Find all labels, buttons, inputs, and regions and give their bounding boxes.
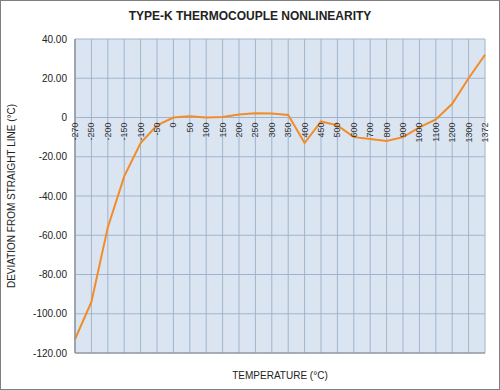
svg-text:DEVIATION FROM STRAIGHT LINE (: DEVIATION FROM STRAIGHT LINE (°C) xyxy=(8,104,17,288)
svg-text:-120.00: -120.00 xyxy=(33,348,67,359)
svg-text:-50: -50 xyxy=(152,123,162,136)
svg-text:150: 150 xyxy=(218,123,228,138)
svg-text:100: 100 xyxy=(201,123,211,138)
svg-text:TEMPERATURE (°C): TEMPERATURE (°C) xyxy=(232,370,327,381)
svg-text:-80.00: -80.00 xyxy=(39,269,68,280)
html-text:TYPE-K THERMOCOUPLE NONLINEARI: TYPE-K THERMOCOUPLE NONLINEARITY xyxy=(128,9,372,23)
svg-text:1100: 1100 xyxy=(431,123,441,142)
svg-text:-60.00: -60.00 xyxy=(39,230,68,241)
svg-text:-20.00: -20.00 xyxy=(39,151,68,162)
svg-text:20.00: 20.00 xyxy=(42,73,67,84)
svg-text:-150: -150 xyxy=(119,123,129,141)
svg-text:350: 350 xyxy=(283,123,293,138)
svg-text:200: 200 xyxy=(234,123,244,138)
svg-text:700: 700 xyxy=(365,123,375,138)
svg-text:0: 0 xyxy=(168,123,178,128)
svg-text:40.00: 40.00 xyxy=(42,34,67,45)
svg-text:50: 50 xyxy=(185,123,195,133)
svg-text:600: 600 xyxy=(349,123,359,138)
svg-text:-250: -250 xyxy=(86,123,96,141)
svg-text:500: 500 xyxy=(332,123,342,138)
svg-text:1372: 1372 xyxy=(480,123,490,143)
svg-text:450: 450 xyxy=(316,123,326,138)
svg-text:300: 300 xyxy=(267,123,277,138)
svg-text:-40.00: -40.00 xyxy=(39,191,68,202)
svg-text:400: 400 xyxy=(300,123,310,138)
svg-text:1300: 1300 xyxy=(464,123,474,143)
svg-text:-100: -100 xyxy=(136,123,146,141)
svg-text:1000: 1000 xyxy=(414,123,424,143)
svg-text:800: 800 xyxy=(382,123,392,138)
svg-text:-200: -200 xyxy=(103,123,113,141)
svg-text:-270: -270 xyxy=(70,123,80,141)
svg-text:1200: 1200 xyxy=(447,123,457,143)
svg-text:900: 900 xyxy=(398,123,408,138)
svg-text:0: 0 xyxy=(61,112,67,123)
svg-text:-100.00: -100.00 xyxy=(33,308,67,319)
svg-text:250: 250 xyxy=(250,123,260,138)
